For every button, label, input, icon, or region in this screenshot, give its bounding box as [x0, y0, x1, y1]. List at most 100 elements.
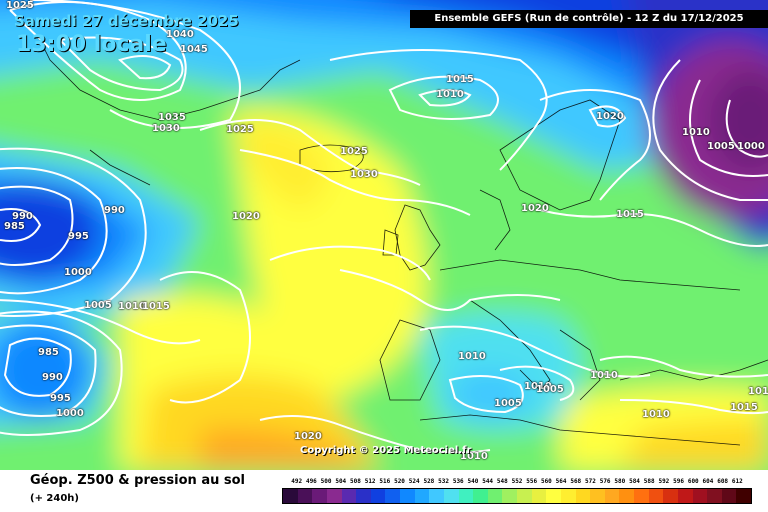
color-scale-swatch — [429, 489, 444, 503]
isobar-label-985-southwest: 985 — [38, 347, 59, 358]
color-scale-swatch — [356, 489, 371, 503]
isobar-label-995-southwest: 995 — [50, 393, 71, 404]
color-scale-labels: 492 496 500 504 508 512 516 520 524 528 532 536 540 5… — [282, 478, 752, 488]
color-scale-label: 500 — [320, 478, 332, 485]
isobar-label-1015-baltic: 1015 — [616, 209, 644, 220]
color-scale-label: 560 — [540, 478, 552, 485]
parameter-title: Géop. Z500 & pression au sol — [30, 473, 245, 488]
isobar-label-1000-labrador: 1000 — [64, 267, 92, 278]
color-scale-label: 520 — [394, 478, 405, 485]
weather-map — [0, 0, 768, 470]
color-scale-label: 512 — [364, 478, 376, 485]
copyright-notice: Copyright © 2025 Meteociel.fr — [300, 445, 472, 456]
color-scale-label: 608 — [717, 478, 729, 485]
isobar-label-1010-atlantic: 1010 — [118, 301, 146, 312]
isobar-label-1035: 1035 — [158, 112, 186, 123]
isobar-label-1005-russia: 1005 — [707, 141, 735, 152]
color-scale-label: 572 — [585, 478, 596, 485]
isobar-label-1010-norwegian-sea: 1010 — [436, 89, 464, 100]
color-scale-swatch — [312, 489, 327, 503]
isobar-label-1025-nw: 1025 — [6, 0, 34, 11]
lead-time: (+ 240h) — [30, 493, 79, 504]
isobar-label-1020-north-sea: 1020 — [521, 203, 549, 214]
color-scale-swatch — [326, 489, 342, 503]
isobar-label-995-labrador: 995 — [68, 231, 89, 242]
isobar-label-990-southwest: 990 — [42, 372, 63, 383]
color-scale-label: 504 — [335, 478, 347, 485]
color-scale-label: 508 — [350, 478, 361, 485]
color-scale-legend: 492 496 500 504 508 512 516 520 524 528 532 536 540 5… — [282, 478, 752, 504]
color-scale-label: 548 — [496, 478, 508, 485]
isobar-label-1030-atlantic: 1030 — [350, 169, 378, 180]
coastlines — [19, 19, 768, 446]
color-scale-label: 588 — [643, 478, 655, 485]
color-scale-label: 536 — [452, 478, 464, 485]
color-scale-label: 544 — [482, 478, 494, 485]
isobar-label-1005-mediterranean: 1005 — [494, 398, 522, 409]
color-scale-label: 584 — [629, 478, 640, 485]
isobar-label-1040: 1040 — [166, 29, 194, 40]
color-scale-label: 540 — [467, 478, 479, 485]
color-scale-label: 556 — [526, 478, 538, 485]
isobar-label-1025-iceland: 1025 — [340, 146, 368, 157]
isobar-label-1015-norwegian-sea: 1015 — [446, 74, 474, 85]
isobar-label-1020-azores: 1020 — [294, 431, 322, 442]
isobar-label-1000-southwest: 1000 — [56, 408, 84, 419]
color-scale-swatch — [370, 489, 386, 503]
color-scale-swatch — [736, 489, 751, 503]
isobar-label-1010-africa: 1010 — [460, 451, 488, 462]
color-scale-swatch — [560, 489, 576, 503]
color-scale-label: 524 — [408, 478, 420, 485]
color-scale-swatch — [546, 489, 561, 503]
color-scale-swatch — [707, 489, 722, 503]
forecast-date: Samedi 27 décembre 2025 — [14, 12, 239, 30]
color-scale-swatch — [283, 489, 298, 503]
color-scale-swatch — [341, 489, 357, 503]
color-scale-label: 576 — [599, 478, 611, 485]
isobar-label-1045: 1045 — [180, 44, 208, 55]
color-scale-swatch — [634, 489, 649, 503]
color-scale-swatch — [590, 489, 605, 503]
isobar-label-1010-italy: 1010 — [524, 381, 552, 392]
color-scale-swatch — [487, 489, 503, 503]
color-scale-swatch — [502, 489, 517, 503]
isobar-label-1020-atlantic: 1020 — [232, 211, 260, 222]
isobar-label-1010-turkey: 1010 — [748, 386, 768, 397]
isobar-label-1015-atlantic: 1015 — [142, 301, 170, 312]
color-scale-swatch — [721, 489, 737, 503]
isobar-label-1010-russia: 1010 — [682, 127, 710, 138]
color-scale-swatch — [400, 489, 415, 503]
color-scale-label: 568 — [570, 478, 582, 485]
color-scale-swatch — [648, 489, 664, 503]
color-scale-swatch — [473, 489, 488, 503]
forecast-local-time: 13:00 locale — [16, 32, 167, 57]
color-scale-swatch — [297, 489, 313, 503]
color-scale-label: 564 — [555, 478, 567, 485]
isobar-label-1025-greenland: 1025 — [226, 124, 254, 135]
color-scale-swatch — [663, 489, 678, 503]
color-scale-swatch — [692, 489, 708, 503]
model-run-banner: Ensemble GEFS (Run de contrôle) - 12 Z d… — [410, 10, 768, 28]
isobar-label-1015-turkey: 1015 — [730, 402, 758, 413]
color-scale-swatch — [619, 489, 634, 503]
color-scale-label: 552 — [511, 478, 523, 485]
isobar-label-1000-russia: 1000 — [737, 141, 765, 152]
isobars — [0, 0, 768, 453]
isobar-label-1020-scandinavia: 1020 — [596, 111, 624, 122]
isobar-label-990-labrador: 990 — [12, 211, 33, 222]
isobar-label-1005-italy: 1005 — [536, 384, 564, 395]
color-scale-swatch — [575, 489, 591, 503]
color-scale-label: 532 — [438, 478, 449, 485]
color-scale-label: 516 — [379, 478, 391, 485]
isobar-label-1010-iberia: 1010 — [458, 351, 486, 362]
color-scale-label: 596 — [673, 478, 684, 485]
isobar-label-985-labrador: 985 — [4, 221, 25, 232]
color-scale-label: 592 — [658, 478, 670, 485]
isobar-label-990-labrador-east: 990 — [104, 205, 125, 216]
isobar-label-1030-greenland: 1030 — [152, 123, 180, 134]
isobar-label-1010-balkans: 1010 — [590, 370, 618, 381]
color-scale-swatch — [517, 489, 532, 503]
color-scale-swatch — [531, 489, 547, 503]
color-scale-bar — [282, 488, 752, 504]
color-scale-label: 492 — [291, 478, 303, 485]
